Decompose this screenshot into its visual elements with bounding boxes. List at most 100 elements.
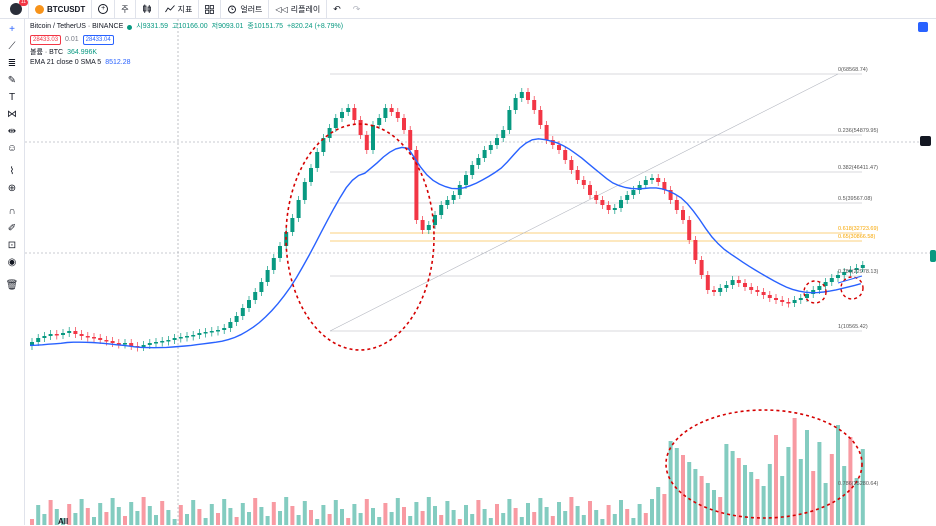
candle-body [786,302,791,304]
trendline-icon[interactable]: ⟋ [8,41,16,52]
volume-bar [278,511,282,525]
layouts-button[interactable] [199,0,222,18]
volume-bar [67,504,72,525]
eye-icon[interactable]: ◉ [7,257,17,268]
candle-body [600,200,605,205]
volume-bar [805,430,809,525]
annotation-circle [803,280,827,304]
replay-button[interactable]: ◁◁ 리플레이 [269,0,328,18]
volume-bar [433,506,437,525]
candle-body [805,294,809,298]
measure-icon[interactable]: ⇹ [7,126,17,137]
candle-body [265,270,270,282]
redo-button[interactable]: ↷ [347,0,367,18]
volume-bar [532,512,537,525]
volume-bar [693,469,698,525]
lock-drawing-icon[interactable]: ✐ [7,223,17,234]
ruler-icon[interactable]: ⌇ [9,166,15,177]
settings-corner-button[interactable] [918,22,928,32]
brush-icon[interactable]: ✎ [7,75,17,86]
volume-bar [718,497,723,525]
candle-body [612,208,617,210]
emoji-icon[interactable]: ☺ [6,143,18,154]
bar-style-button[interactable] [136,0,159,18]
fib-icon[interactable]: ≣ [7,58,17,69]
candle-body [743,283,747,287]
volume-bar [643,513,648,525]
candle-body [693,240,698,260]
symbol-search-button[interactable]: BTCUSDT [29,0,93,18]
chart-title[interactable]: Bitcoin / TetherUS · BINANCE [30,23,124,30]
candle-body [315,152,320,168]
volume-bar [147,506,152,525]
volume-bar [253,498,258,525]
candle-body [712,290,716,292]
candle-body [699,260,704,275]
candle-body [79,334,84,336]
ema-indicator-value: 8512.28 [105,59,131,66]
fib-level-label: 1(10565.42) [838,324,868,330]
arrow-line [837,275,863,284]
replay-icon: ◁◁ [275,4,288,14]
volume-bar [743,465,747,525]
grid-icon [205,4,215,14]
volume-bar [141,497,146,525]
account-menu[interactable]: 11 [0,0,29,18]
volume-bar [749,472,754,525]
lock-icon[interactable]: ⊡ [7,240,17,251]
alert-button[interactable]: 얼러트 [221,0,270,18]
volume-bar [755,479,760,525]
volume-bar [30,519,34,525]
candle-body [569,160,574,170]
volume-bar [569,497,574,525]
pattern-icon[interactable]: ⋈ [7,109,17,120]
indicators-button[interactable]: 지표 [159,0,200,18]
candle-body [674,200,679,210]
compare-button[interactable]: + [92,0,116,18]
candle-body [48,334,53,336]
candle-body [842,272,847,275]
candle-body [780,300,785,302]
candle-body [550,140,555,145]
drawing-toolbar: + ⟋ ≣ ✎ T ⋈ ⇹ ☺ ⌇ ⊕ ∩ ✐ ⊡ ◉ 🗑 [0,19,25,525]
volume-bar [501,513,506,525]
candle-body [203,332,208,334]
buy-button[interactable]: 28433.04 [82,35,114,45]
candle-body [767,295,772,298]
magnet-icon[interactable]: ∩ [8,206,16,217]
volume-bar [92,517,96,525]
text-icon[interactable]: T [8,92,16,103]
candle-body [253,292,258,300]
avatar[interactable]: 11 [10,0,28,15]
candle-body [191,335,196,337]
candle-body [482,150,487,158]
volume-indicator-label[interactable]: 볼륨 · BTC [30,49,64,56]
candle-body [736,280,741,283]
price-chart[interactable] [25,19,936,525]
volume-bar [581,515,586,525]
zoom-icon[interactable]: ⊕ [7,183,17,194]
candle-body [681,210,685,220]
live-dot-icon [127,24,133,30]
interval-button[interactable]: 주 [115,0,136,18]
trash-icon[interactable]: 🗑 [5,280,19,291]
fib-level-label: 0.618(32723.69) [838,226,879,232]
candle-body [451,195,456,200]
annotation-circle [840,276,864,300]
candle-body [544,125,549,140]
sell-button[interactable]: 28433.03 [30,35,62,45]
bottom-logo-text: All [58,517,69,526]
volume-bar [191,500,196,525]
candle-body [513,98,518,110]
volume-bar [619,500,623,525]
volume-bar [265,516,270,525]
volume-bar [594,510,599,525]
candle-body [457,185,462,195]
undo-button[interactable]: ↶ [327,0,347,18]
candle-body [637,185,642,190]
crosshair-icon[interactable]: + [9,24,15,35]
ema-indicator-label[interactable]: EMA 21 close 0 SMA 5 [30,59,102,66]
candle-body [36,338,41,342]
indicators-label: 지표 [177,4,193,14]
volume-bar [54,509,59,525]
